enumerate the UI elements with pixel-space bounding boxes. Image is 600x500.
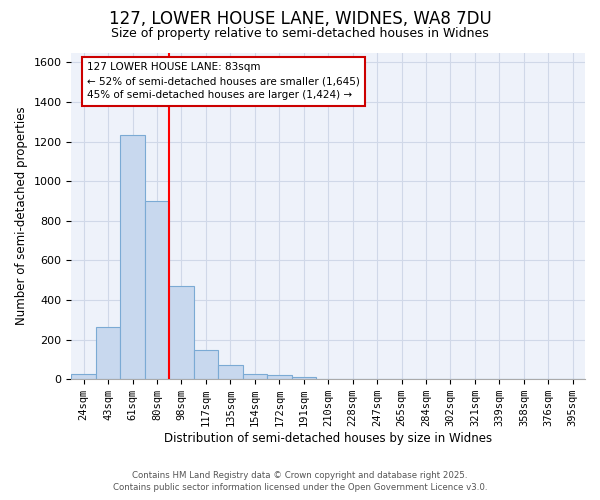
- Text: 127 LOWER HOUSE LANE: 83sqm
← 52% of semi-detached houses are smaller (1,645)
45: 127 LOWER HOUSE LANE: 83sqm ← 52% of sem…: [87, 62, 359, 100]
- Bar: [121, 134, 145, 379]
- Bar: [267, 376, 292, 379]
- X-axis label: Distribution of semi-detached houses by size in Widnes: Distribution of semi-detached houses by …: [164, 432, 492, 445]
- Bar: [96, 326, 121, 379]
- Text: 127, LOWER HOUSE LANE, WIDNES, WA8 7DU: 127, LOWER HOUSE LANE, WIDNES, WA8 7DU: [109, 10, 491, 28]
- Bar: [145, 201, 169, 379]
- Bar: [71, 374, 96, 379]
- Bar: [194, 350, 218, 379]
- Text: Size of property relative to semi-detached houses in Widnes: Size of property relative to semi-detach…: [111, 28, 489, 40]
- Bar: [218, 366, 242, 379]
- Y-axis label: Number of semi-detached properties: Number of semi-detached properties: [15, 106, 28, 325]
- Text: Contains HM Land Registry data © Crown copyright and database right 2025.
Contai: Contains HM Land Registry data © Crown c…: [113, 471, 487, 492]
- Bar: [242, 374, 267, 379]
- Bar: [169, 286, 194, 379]
- Bar: [292, 376, 316, 379]
